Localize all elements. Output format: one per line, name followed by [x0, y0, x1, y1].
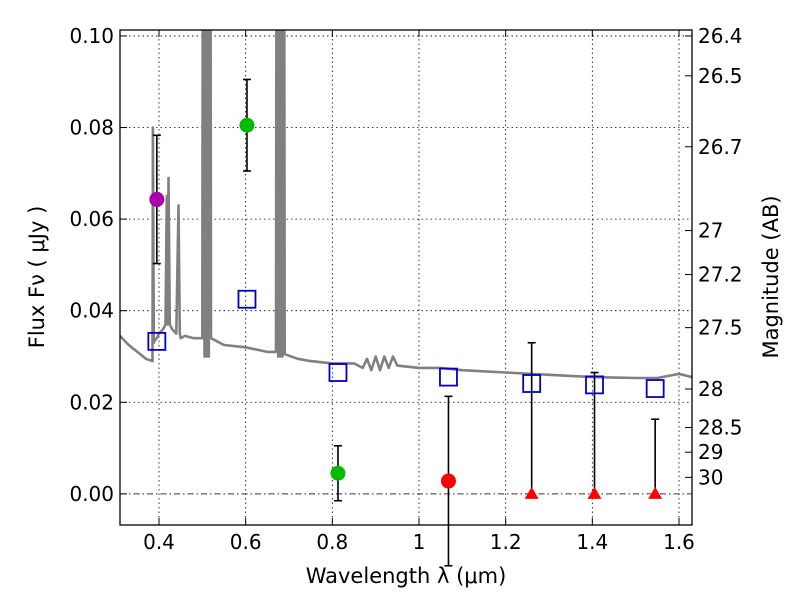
model-photometry-marker: [522, 374, 542, 393]
plot-background: [120, 30, 692, 525]
y2-tick-label: 30: [698, 465, 723, 489]
green-points-marker: [330, 465, 346, 481]
y-tick-label: 0.08: [69, 116, 114, 140]
y2-tick-label: 28: [698, 377, 723, 401]
y2-tick-label: 28.5: [698, 415, 743, 439]
x-tick-label: 1.2: [490, 530, 522, 554]
y-tick-label: 0.00: [69, 482, 114, 506]
x-axis-title: Wavelength λ (μm): [306, 564, 507, 588]
x-tick-label: 1: [413, 530, 426, 554]
model-photometry-marker: [328, 363, 348, 382]
y2-tick-label: 29: [698, 440, 723, 464]
x-tick-label: 1.4: [576, 530, 608, 554]
green-points-marker: [239, 117, 255, 133]
x-tick-label: 0.6: [230, 530, 262, 554]
plot-frame: [119, 29, 693, 526]
model-photometry-marker: [645, 379, 665, 398]
y-tick-label: 0.06: [69, 207, 114, 231]
y-axis-title: Flux Fν ( μJy ): [25, 206, 49, 349]
grid-layer: [120, 30, 692, 525]
magenta-point-marker: [149, 191, 165, 207]
upper-limits-marker: [524, 486, 539, 499]
y-tick-label: 0.10: [69, 24, 114, 48]
y2-axis-title: Magnitude (AB): [759, 195, 783, 358]
model-photometry-marker: [237, 289, 257, 309]
y2-tick-label: 27: [698, 219, 723, 243]
y2-tick-label: 27.5: [698, 316, 743, 340]
red-point-marker: [440, 473, 456, 489]
label-layer: 0.4 0.6 0.8 1 1.2 1.4 1.6 0.00 0.02 0.04 0.06 0.08 0…: [69, 24, 742, 554]
x-tick-label: 1.6: [663, 530, 695, 554]
y2-tick-label: 27.2: [698, 263, 743, 287]
y-tick-label: 0.02: [69, 390, 114, 414]
upper-limits-marker: [648, 486, 663, 499]
marker-layer: [147, 78, 665, 567]
y2-tick-label: 26.7: [698, 135, 743, 159]
y-tick-label: 0.04: [69, 299, 114, 323]
model-photometry-marker: [147, 331, 167, 351]
series-layer: [120, 30, 692, 380]
model-sed-line: [120, 30, 692, 380]
tick-layer: [120, 30, 692, 525]
model-photometry-marker: [585, 375, 604, 395]
y2-tick-label: 26.4: [698, 24, 743, 48]
model-photometry-marker: [439, 367, 458, 387]
upper-limits-marker: [587, 486, 602, 499]
y2-tick-label: 26.5: [698, 64, 743, 88]
x-tick-label: 0.8: [316, 530, 348, 554]
x-tick-label: 0.4: [143, 530, 175, 554]
